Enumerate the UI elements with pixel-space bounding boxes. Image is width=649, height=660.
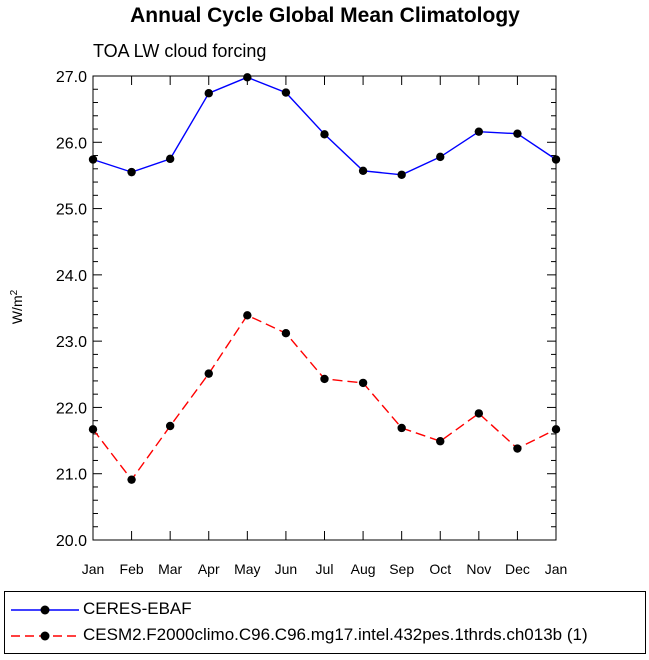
data-point-s1-11 bbox=[513, 444, 522, 453]
x-tick-label: Mar bbox=[158, 561, 182, 577]
data-point-s0-2 bbox=[165, 154, 175, 164]
y-tick-label: 26.0 bbox=[56, 135, 87, 152]
data-point-s0-7 bbox=[358, 166, 368, 175]
y-tick-label: 27.0 bbox=[56, 69, 87, 86]
x-tick-label: Oct bbox=[429, 561, 451, 577]
data-point-s1-1 bbox=[127, 475, 136, 484]
chart: Annual Cycle Global Mean Climatology TOA… bbox=[9, 4, 567, 577]
series-layer bbox=[88, 73, 561, 484]
data-point-s1-8 bbox=[397, 423, 406, 433]
y-tick-label: 23.0 bbox=[56, 334, 87, 351]
x-tick-label: Sep bbox=[389, 561, 414, 577]
legend: CERES-EBAF CESM2.F2000climo.C96.C96.mg17… bbox=[4, 591, 646, 654]
data-point-s1-3 bbox=[204, 369, 213, 378]
x-tick-label: Jun bbox=[275, 561, 298, 577]
legend-item-ceres: CERES-EBAF bbox=[5, 598, 645, 620]
data-point-s0-4 bbox=[243, 73, 252, 82]
legend-swatch-cesm2 bbox=[11, 631, 79, 641]
legend-label-ceres: CERES-EBAF bbox=[83, 599, 192, 618]
legend-label-cesm2: CESM2.F2000climo.C96.C96.mg17.intel.432p… bbox=[83, 625, 588, 644]
x-tick-label: Dec bbox=[505, 561, 530, 577]
y-tick-label: 21.0 bbox=[56, 467, 87, 484]
data-point-s0-10 bbox=[474, 127, 484, 136]
data-point-s0-11 bbox=[513, 129, 522, 138]
y-tick-label: 20.0 bbox=[56, 533, 87, 550]
x-tick-label: May bbox=[234, 561, 260, 577]
data-point-s0-6 bbox=[320, 130, 329, 139]
series-line-1 bbox=[92, 314, 557, 481]
series-line-0 bbox=[92, 76, 557, 176]
legend-swatch-ceres bbox=[11, 605, 79, 615]
x-tick-label: Aug bbox=[351, 561, 376, 577]
y-tick-label: 22.0 bbox=[56, 400, 87, 417]
data-point-s1-7 bbox=[358, 378, 368, 388]
data-point-s0-5 bbox=[281, 88, 291, 97]
data-point-s0-0 bbox=[88, 155, 98, 164]
x-tick-label: Nov bbox=[466, 561, 491, 577]
data-point-s1-6 bbox=[320, 374, 329, 384]
data-point-s1-5 bbox=[281, 328, 291, 338]
data-point-s1-0 bbox=[88, 425, 98, 434]
data-point-s0-8 bbox=[397, 170, 406, 179]
x-tick-label: Apr bbox=[198, 561, 220, 577]
data-point-s1-4 bbox=[243, 311, 252, 320]
y-axis-label: W/m2 bbox=[9, 289, 25, 324]
data-point-s1-10 bbox=[474, 409, 484, 418]
chart-subtitle: TOA LW cloud forcing bbox=[93, 41, 266, 61]
x-tick-label: Jul bbox=[316, 561, 334, 577]
data-point-s0-12 bbox=[551, 155, 561, 164]
data-point-s1-2 bbox=[165, 421, 175, 431]
x-tick-label: Jan bbox=[545, 561, 568, 577]
data-point-s0-1 bbox=[127, 167, 136, 177]
chart-title: Annual Cycle Global Mean Climatology bbox=[130, 4, 520, 27]
x-tick-label: Jan bbox=[82, 561, 105, 577]
data-point-s0-9 bbox=[436, 152, 445, 162]
y-tick-label: 25.0 bbox=[56, 202, 87, 219]
x-tick-label: Feb bbox=[120, 561, 144, 577]
y-tick-label: 24.0 bbox=[56, 268, 87, 285]
data-point-s1-12 bbox=[551, 425, 561, 434]
axis-ticks: 20.0 21.0 22.0 23.0 24.0 25.0 26.0 27.0 Jan Feb Ma… bbox=[56, 69, 567, 577]
legend-item-cesm2: CESM2.F2000climo.C96.C96.mg17.intel.432p… bbox=[5, 624, 645, 646]
data-point-s1-9 bbox=[436, 437, 445, 446]
plot-frame bbox=[92, 75, 557, 541]
data-point-s0-3 bbox=[204, 89, 213, 98]
